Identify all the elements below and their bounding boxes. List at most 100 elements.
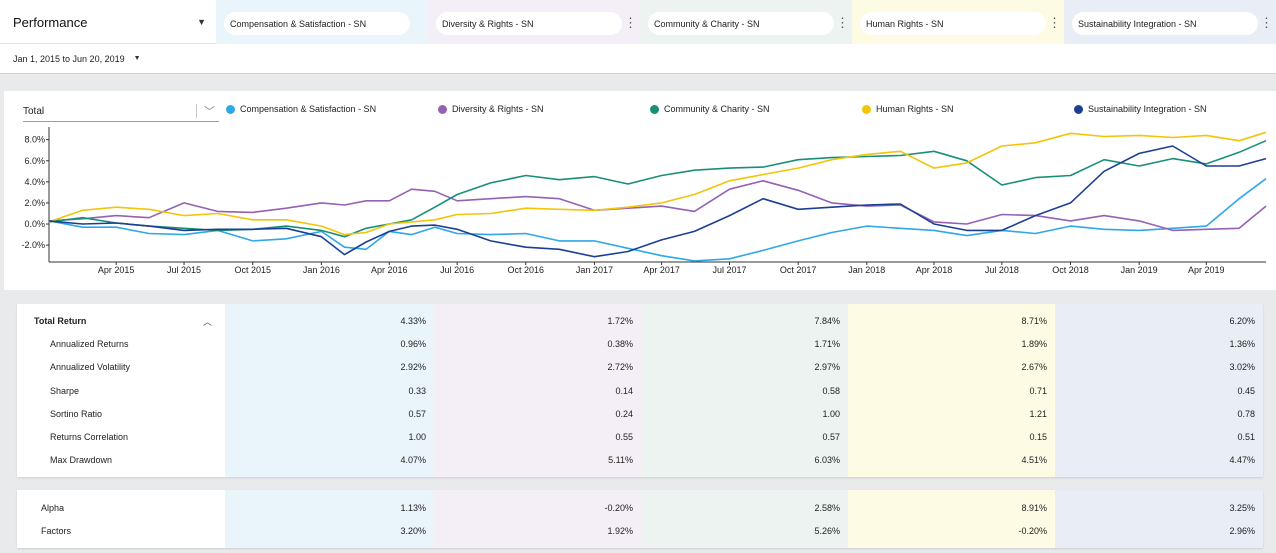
view-dropdown[interactable]: Performance ▼ [0, 0, 216, 44]
table-cell: 4.33% [400, 315, 426, 326]
table-cell: -0.20% [1018, 525, 1047, 536]
legend-label: Sustainability Integration - SN [1088, 104, 1207, 114]
table-cell: 0.45 [1237, 385, 1255, 396]
legend-item[interactable]: Diversity & Rights - SN [438, 104, 544, 114]
view-label: Performance [13, 14, 88, 30]
table-cell: 1.89% [1021, 338, 1047, 349]
x-tick-label: Jul 2016 [440, 265, 474, 275]
chart-metric-select[interactable]: Total ﹀ [23, 102, 219, 122]
table-cell: 3.25% [1229, 502, 1255, 513]
table-cell: 0.38% [607, 338, 633, 349]
strategy-header-5: Sustainability Integration - SN ⋮ [1064, 0, 1276, 44]
select-divider [196, 104, 197, 118]
x-tick-label: Jan 2019 [1121, 265, 1158, 275]
table-cell: 7.84% [814, 315, 840, 326]
y-tick-label: 8.0% [24, 135, 45, 145]
y-tick-label: 0.0% [24, 219, 45, 229]
strategy-header-1: Compensation & Satisfaction - SN [216, 0, 428, 44]
legend-item[interactable]: Sustainability Integration - SN [1074, 104, 1207, 114]
legend-label: Human Rights - SN [876, 104, 954, 114]
column-background [225, 490, 434, 548]
strategy-header-4: Human Rights - SN ⋮ [852, 0, 1064, 44]
table-cell: 1.92% [607, 525, 633, 536]
column-background [434, 304, 641, 477]
caret-down-icon: ▼ [133, 55, 141, 62]
table-row: Sortino Ratio 0.57 0.24 1.00 1.21 0.78 [17, 402, 1263, 425]
table-cell: 1.71% [814, 338, 840, 349]
factor-table: Alpha 1.13% -0.20% 2.58% 8.91% 3.25% Factors 3.… [17, 490, 1263, 548]
strategy-name-field[interactable]: Diversity & Rights - SN [436, 12, 622, 35]
column-background [641, 490, 848, 548]
legend-label: Compensation & Satisfaction - SN [240, 104, 377, 114]
performance-line-chart: 8.0% 6.0% 4.0% 2.0% 0.0% -2.0% Apr 2015 Jul 201… [21, 127, 1267, 275]
series-line-4 [48, 131, 1267, 236]
column-background [848, 490, 1055, 548]
x-tick-label: Apr 2016 [371, 265, 408, 275]
chevron-down-icon: ﹀ [204, 106, 215, 118]
x-tick-label: Jan 2016 [303, 265, 340, 275]
table-cell: 3.02% [1229, 362, 1255, 373]
y-tick-label: 2.0% [24, 198, 45, 208]
table-row: Sharpe 0.33 0.14 0.58 0.71 0.45 [17, 379, 1263, 402]
strategy-name-field[interactable]: Human Rights - SN [860, 12, 1046, 35]
y-tick-label: 4.0% [24, 177, 45, 187]
column-background [1055, 304, 1263, 477]
table-cell: 0.24 [615, 408, 633, 419]
table-cell: 0.57 [408, 408, 426, 419]
table-cell: 8.71% [1021, 315, 1047, 326]
column-background [1055, 490, 1263, 548]
table-cell: 1.21 [1029, 408, 1047, 419]
legend-item[interactable]: Human Rights - SN [862, 104, 954, 114]
table-cell: 0.57 [822, 432, 840, 443]
table-cell: 6.03% [814, 455, 840, 466]
legend-swatch [862, 104, 871, 114]
table-row: Alpha 1.13% -0.20% 2.58% 8.91% 3.25% [17, 496, 1263, 519]
table-cell: 4.07% [400, 455, 426, 466]
table-cell: 4.47% [1229, 455, 1255, 466]
legend-swatch [1074, 104, 1083, 114]
x-tick-label: Apr 2015 [98, 265, 135, 275]
table-cell: 0.55 [615, 432, 633, 443]
table-cell: 1.00 [408, 432, 426, 443]
more-options-icon[interactable]: ⋮ [836, 15, 849, 30]
y-tick-label: -2.0% [21, 240, 45, 250]
x-tick-label: Apr 2018 [916, 265, 953, 275]
more-options-icon[interactable]: ⋮ [1260, 15, 1273, 30]
table-row: Total Return ﹀ 4.33% 1.72% 7.84% 8.71% 6.20% [17, 309, 1263, 332]
x-tick-label: Jan 2018 [848, 265, 885, 275]
table-cell: 0.71 [1029, 385, 1047, 396]
table-cell: 1.13% [400, 502, 426, 513]
series-line-5 [48, 145, 1267, 258]
returns-table: Total Return ﹀ 4.33% 1.72% 7.84% 8.71% 6.20% An… [17, 304, 1263, 477]
more-options-icon[interactable]: ⋮ [624, 15, 637, 30]
strategy-name-field[interactable]: Compensation & Satisfaction - SN [224, 12, 410, 35]
table-cell: -0.20% [604, 502, 633, 513]
chevron-up-icon[interactable]: ﹀ [203, 316, 213, 326]
performance-chart-card: Total ﹀ Compensation & Satisfaction - SN… [4, 91, 1276, 290]
strategy-name-field[interactable]: Community & Charity - SN [648, 12, 834, 35]
x-tick-label: Jan 2017 [576, 265, 613, 275]
table-cell: 2.58% [814, 502, 840, 513]
x-tick-label: Jul 2015 [167, 265, 201, 275]
legend-item[interactable]: Community & Charity - SN [650, 104, 770, 114]
table-cell: 0.58 [822, 385, 840, 396]
table-cell: 2.67% [1021, 362, 1047, 373]
table-cell: 2.97% [814, 362, 840, 373]
table-cell: 2.96% [1229, 525, 1255, 536]
row-label: Alpha [41, 502, 65, 513]
table-cell: 0.15 [1029, 432, 1047, 443]
row-label: Factors [41, 525, 72, 536]
table-row: Max Drawdown 4.07% 5.11% 6.03% 4.51% 4.47% [17, 449, 1263, 472]
row-label: Annualized Returns [50, 338, 129, 349]
strategy-name-field[interactable]: Sustainability Integration - SN [1072, 12, 1258, 35]
series-line-3 [48, 139, 1267, 238]
table-cell: 2.72% [607, 362, 633, 373]
table-cell: 6.20% [1229, 315, 1255, 326]
table-cell: 1.00 [822, 408, 840, 419]
row-label: Annualized Volatility [50, 362, 131, 373]
date-range-dropdown[interactable]: Jan 1, 2015 to Jun 20, 2019 ▼ [0, 44, 1276, 74]
legend-item[interactable]: Compensation & Satisfaction - SN [226, 104, 376, 114]
table-cell: 5.26% [814, 525, 840, 536]
legend-label: Community & Charity - SN [664, 104, 770, 114]
more-options-icon[interactable]: ⋮ [1048, 15, 1061, 30]
